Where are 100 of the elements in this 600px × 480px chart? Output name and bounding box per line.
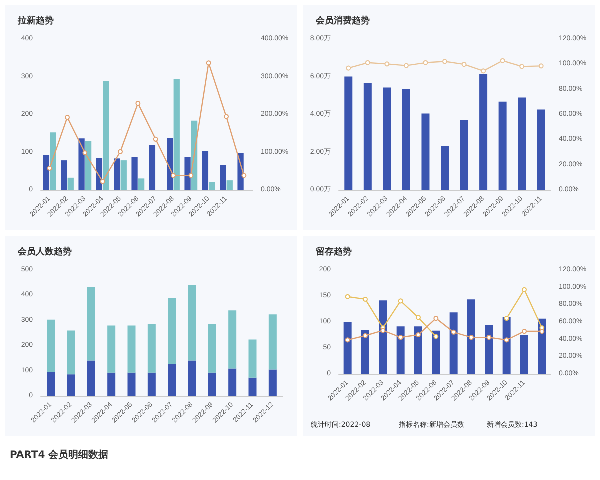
point	[486, 335, 492, 340]
bar	[208, 324, 216, 373]
point	[100, 179, 106, 184]
bar	[209, 182, 216, 190]
point	[398, 335, 404, 340]
point	[451, 330, 456, 335]
bar	[108, 372, 116, 396]
bar	[120, 160, 127, 190]
point	[538, 64, 544, 69]
point	[481, 68, 486, 74]
bar	[149, 145, 156, 190]
bar	[468, 300, 476, 374]
point	[363, 296, 368, 302]
bar	[168, 364, 176, 396]
bar	[268, 314, 277, 370]
point	[504, 338, 510, 343]
bar	[248, 340, 257, 378]
bar	[103, 81, 110, 190]
bar	[148, 372, 156, 396]
bar	[132, 157, 138, 190]
bar	[87, 287, 96, 361]
bar	[174, 79, 180, 190]
point	[242, 173, 247, 178]
point	[384, 62, 390, 67]
bar	[432, 330, 440, 374]
bar	[208, 372, 216, 396]
bar	[148, 324, 156, 373]
point	[82, 150, 88, 156]
bar	[498, 102, 507, 190]
bar	[460, 120, 468, 190]
chart-title: 拉新趋势	[17, 16, 54, 26]
bar	[47, 320, 56, 372]
bar	[228, 310, 237, 369]
text: PART4 会员明细数据	[10, 448, 109, 462]
point	[65, 115, 70, 120]
bar	[226, 180, 233, 190]
point	[346, 66, 352, 71]
point	[345, 338, 350, 343]
bar	[268, 370, 277, 396]
point	[434, 334, 439, 340]
point	[224, 114, 229, 120]
bar	[128, 326, 136, 373]
bar	[362, 330, 370, 374]
bar	[184, 157, 191, 190]
bar	[67, 330, 76, 375]
point	[540, 329, 545, 334]
point	[522, 287, 527, 292]
bar	[114, 158, 120, 190]
bar	[402, 89, 410, 190]
bar	[383, 88, 392, 190]
point	[522, 329, 527, 334]
point	[171, 173, 176, 178]
point	[442, 59, 448, 64]
point	[365, 60, 370, 66]
bar	[364, 84, 372, 190]
bar	[344, 322, 352, 374]
point	[118, 149, 123, 154]
bar	[485, 325, 494, 374]
chart-title: 会员人数趋势	[17, 246, 72, 256]
chart-title: 会员消费趋势	[315, 16, 370, 26]
bar	[202, 151, 209, 190]
point	[404, 63, 409, 68]
bar	[128, 372, 136, 396]
bar	[50, 132, 56, 190]
bar	[396, 326, 405, 374]
bar	[108, 326, 116, 373]
bar	[248, 378, 257, 396]
point	[47, 166, 52, 171]
bar	[167, 138, 174, 190]
bar	[68, 178, 74, 190]
bar	[61, 160, 68, 190]
point	[136, 101, 141, 106]
bar	[138, 178, 145, 190]
bar	[43, 155, 50, 190]
point	[500, 58, 506, 64]
point	[206, 60, 212, 66]
bar	[220, 165, 226, 190]
bar	[47, 372, 56, 396]
bar	[379, 300, 388, 374]
point	[434, 316, 439, 322]
bar	[344, 76, 353, 190]
point	[188, 173, 194, 178]
bar	[67, 374, 76, 396]
bar	[480, 74, 488, 190]
bar	[450, 312, 458, 374]
bar	[78, 138, 85, 190]
bar	[228, 368, 237, 396]
bar	[414, 326, 422, 374]
point	[469, 335, 474, 340]
bar	[441, 146, 449, 190]
bar	[188, 360, 196, 396]
point	[520, 64, 525, 70]
point	[423, 60, 428, 66]
point	[462, 62, 467, 68]
point	[153, 136, 158, 142]
bar	[502, 317, 511, 374]
bar	[188, 285, 196, 361]
chart-title: 留存趋势	[316, 246, 352, 256]
bar	[520, 336, 528, 374]
point	[380, 328, 386, 334]
